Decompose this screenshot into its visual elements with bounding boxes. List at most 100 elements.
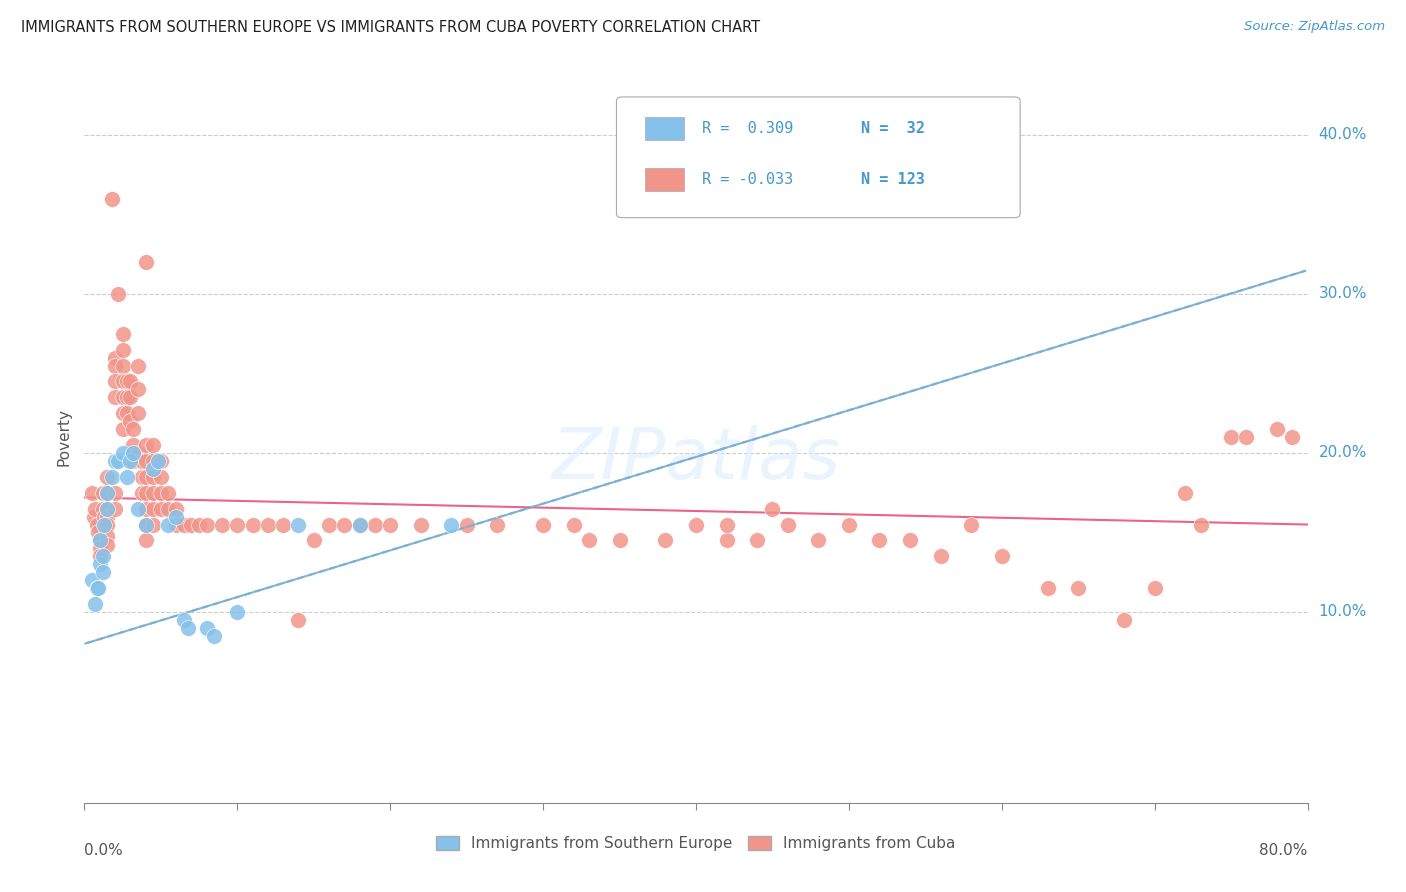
Point	[135, 517, 157, 532]
Point	[115, 390, 138, 404]
Point	[122, 422, 145, 436]
Point	[409, 517, 432, 532]
Point	[111, 446, 134, 460]
Point	[127, 446, 149, 460]
Point	[142, 462, 165, 476]
Point	[869, 533, 891, 548]
Point	[120, 414, 142, 428]
Point	[101, 192, 124, 206]
Point	[107, 287, 129, 301]
Point	[149, 501, 172, 516]
Point	[271, 517, 294, 532]
Point	[135, 501, 157, 516]
Point	[180, 517, 202, 532]
Point	[111, 375, 134, 389]
Point	[486, 517, 509, 532]
Point	[188, 517, 211, 532]
Point	[149, 485, 172, 500]
Point	[127, 406, 149, 420]
Point	[84, 501, 107, 516]
Point	[202, 629, 225, 643]
Point	[135, 438, 157, 452]
Point	[104, 375, 127, 389]
Point	[761, 501, 783, 516]
Point	[135, 470, 157, 484]
FancyBboxPatch shape	[644, 117, 683, 140]
Point	[111, 422, 134, 436]
Point	[94, 517, 117, 532]
Point	[86, 517, 108, 532]
Point	[716, 517, 738, 532]
Point	[898, 533, 921, 548]
Text: Source: ZipAtlas.com: Source: ZipAtlas.com	[1244, 20, 1385, 33]
Point	[107, 454, 129, 468]
Point	[111, 326, 134, 341]
Point	[1265, 422, 1288, 436]
Point	[716, 533, 738, 548]
Point	[91, 501, 114, 516]
Point	[349, 517, 371, 532]
Point	[1036, 581, 1059, 595]
Text: 40.0%: 40.0%	[1319, 128, 1367, 143]
Point	[91, 485, 114, 500]
Point	[380, 517, 402, 532]
Point	[96, 485, 118, 500]
Point	[685, 517, 707, 532]
Point	[104, 485, 127, 500]
Point	[1281, 430, 1303, 444]
Legend: Immigrants from Southern Europe, Immigrants from Cuba: Immigrants from Southern Europe, Immigra…	[430, 830, 962, 857]
Text: ZIPatlas: ZIPatlas	[551, 425, 841, 493]
Point	[349, 517, 371, 532]
Point	[93, 517, 115, 532]
Point	[89, 558, 111, 572]
Point	[654, 533, 676, 548]
Point	[562, 517, 585, 532]
Point	[157, 517, 180, 532]
Point	[165, 509, 187, 524]
Point	[115, 470, 138, 484]
Point	[80, 573, 103, 587]
Point	[1067, 581, 1090, 595]
Point	[1174, 485, 1197, 500]
Point	[122, 438, 145, 452]
Point	[104, 454, 127, 468]
Point	[96, 501, 118, 516]
Point	[89, 533, 111, 548]
Point	[91, 549, 114, 564]
Point	[1220, 430, 1243, 444]
Text: 10.0%: 10.0%	[1319, 605, 1367, 619]
Point	[142, 485, 165, 500]
Point	[127, 359, 149, 373]
Point	[287, 517, 309, 532]
Point	[1114, 613, 1136, 627]
Point	[96, 529, 118, 543]
Point	[578, 533, 600, 548]
Point	[609, 533, 631, 548]
Point	[149, 454, 172, 468]
Point	[173, 613, 195, 627]
Point	[142, 501, 165, 516]
Point	[122, 454, 145, 468]
Point	[115, 406, 138, 420]
Point	[257, 517, 280, 532]
Point	[1189, 517, 1212, 532]
Point	[120, 375, 142, 389]
Text: IMMIGRANTS FROM SOUTHERN EUROPE VS IMMIGRANTS FROM CUBA POVERTY CORRELATION CHAR: IMMIGRANTS FROM SOUTHERN EUROPE VS IMMIG…	[21, 20, 761, 35]
Point	[287, 613, 309, 627]
Point	[131, 454, 153, 468]
Y-axis label: Poverty: Poverty	[56, 408, 72, 467]
Point	[91, 566, 114, 580]
Point	[104, 390, 127, 404]
Point	[157, 485, 180, 500]
Point	[89, 549, 111, 564]
Point	[104, 501, 127, 516]
Point	[111, 343, 134, 357]
Point	[929, 549, 952, 564]
Text: 80.0%: 80.0%	[1260, 843, 1308, 858]
Point	[131, 470, 153, 484]
Point	[127, 383, 149, 397]
Point	[333, 517, 356, 532]
Text: 0.0%: 0.0%	[84, 843, 124, 858]
Point	[440, 517, 463, 532]
Point	[177, 621, 200, 635]
